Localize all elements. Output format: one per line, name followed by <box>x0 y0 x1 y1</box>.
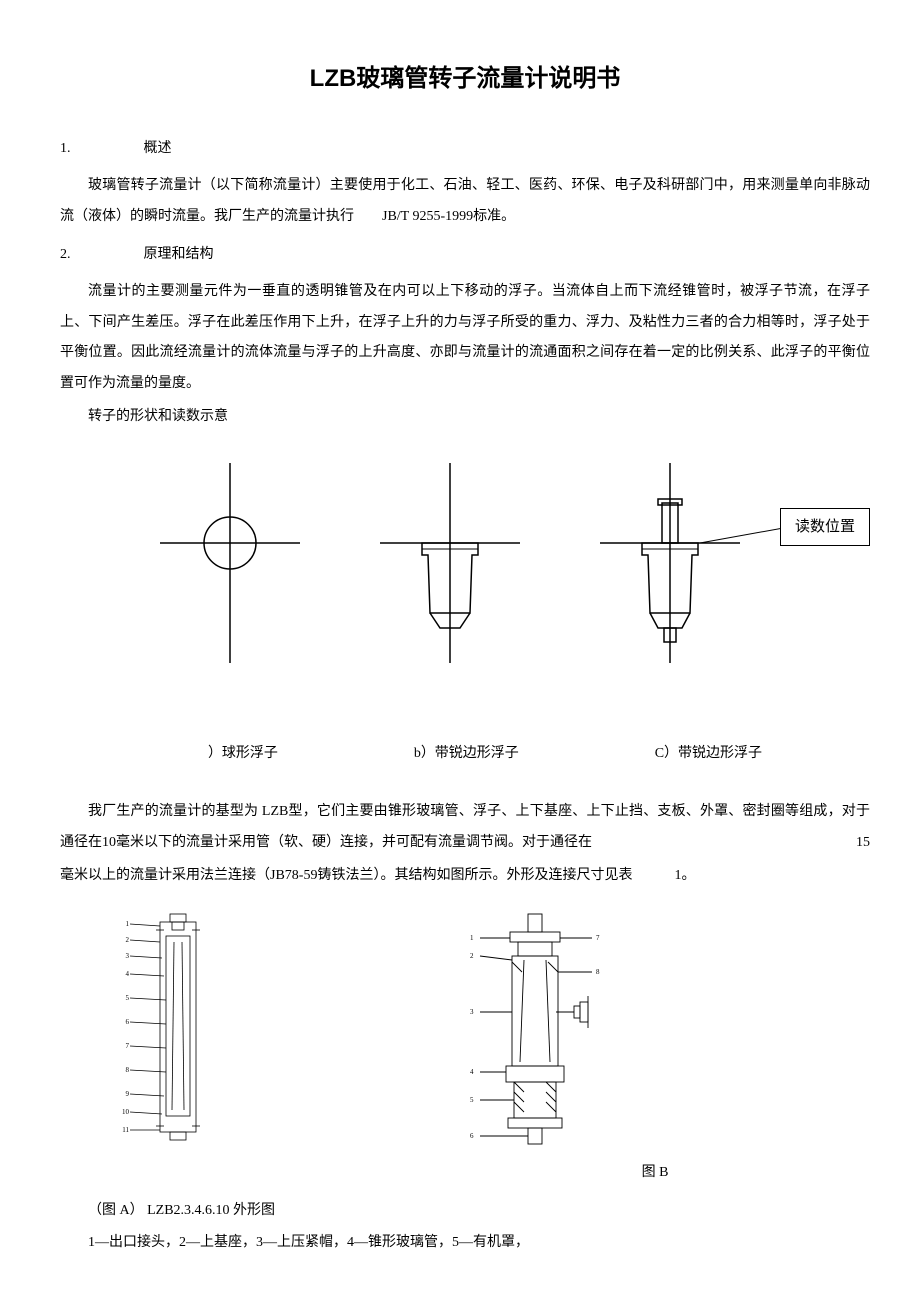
svg-text:4: 4 <box>470 1068 474 1076</box>
paragraph-4b: 毫米以上的流量计采用法兰连接（JB78-59铸铁法兰）。其结构如图所示。外形及连… <box>60 861 870 892</box>
svg-text:1: 1 <box>126 920 130 928</box>
section-1-head: 1. 概述 <box>60 138 870 160</box>
svg-text:2: 2 <box>470 952 474 960</box>
svg-text:10: 10 <box>122 1108 130 1116</box>
float-diagram-row: 读数位置 <box>60 463 870 723</box>
figure-a-label: （图 A） LZB2.3.4.6.10 外形图 <box>88 1200 870 1222</box>
section-1-num: 1. <box>60 138 140 160</box>
figure-b-label: 图 B <box>440 1162 870 1184</box>
svg-text:1: 1 <box>470 934 474 942</box>
figure-b-icon: 1 2 3 4 5 6 7 8 <box>450 912 620 1152</box>
float-b <box>380 463 520 663</box>
structure-drawings: 1 2 3 4 5 6 7 8 9 10 11 <box>120 912 870 1152</box>
svg-text:4: 4 <box>126 970 130 978</box>
reading-position-label: 读数位置 <box>780 508 870 546</box>
document-title: LZB玻璃管转子流量计说明书 <box>60 60 870 98</box>
svg-text:9: 9 <box>126 1090 130 1098</box>
sharp-float-c-icon <box>600 463 740 663</box>
paragraph-1: 玻璃管转子流量计（以下简称流量计）主要使用于化工、石油、轻工、医药、环保、电子及… <box>60 171 870 233</box>
svg-text:7: 7 <box>596 934 600 942</box>
float-a <box>160 463 300 663</box>
svg-text:7: 7 <box>126 1042 130 1050</box>
paragraph-4a-trail: 15 <box>828 828 870 859</box>
paragraph-2: 流量计的主要测量元件为一垂直的透明锥管及在内可以上下移动的浮子。当流体自上而下流… <box>60 277 870 400</box>
svg-text:8: 8 <box>596 968 600 976</box>
float-c <box>600 463 740 663</box>
svg-text:11: 11 <box>122 1126 129 1134</box>
svg-text:5: 5 <box>126 994 130 1002</box>
parts-list: 1—出口接头，2—上基座，3—上压紧帽，4—锥形玻璃管，5—有机罩， <box>88 1232 870 1254</box>
caption-a: ）球形浮子 <box>208 743 278 765</box>
caption-c: C）带锐边形浮子 <box>655 743 762 765</box>
section-2-num: 2. <box>60 244 140 266</box>
section-2-head: 2. 原理和结构 <box>60 244 870 266</box>
svg-text:5: 5 <box>470 1096 474 1104</box>
figure-a-icon: 1 2 3 4 5 6 7 8 9 10 11 <box>120 912 230 1142</box>
section-1-label: 概述 <box>144 138 172 160</box>
svg-text:6: 6 <box>126 1018 130 1026</box>
paragraph-3: 转子的形状和读数示意 <box>60 402 870 433</box>
svg-text:2: 2 <box>126 936 130 944</box>
svg-text:6: 6 <box>470 1132 474 1140</box>
svg-text:3: 3 <box>126 952 130 960</box>
svg-text:3: 3 <box>470 1008 474 1016</box>
ball-float-icon <box>160 463 300 663</box>
section-2-label: 原理和结构 <box>144 244 214 266</box>
paragraph-4a: 我厂生产的流量计的基型为 LZB型，它们主要由锥形玻璃管、浮子、上下基座、上下止… <box>60 797 870 859</box>
float-captions: ）球形浮子 b）带锐边形浮子 C）带锐边形浮子 <box>60 743 870 765</box>
caption-b: b）带锐边形浮子 <box>414 743 519 765</box>
paragraph-4a-text: 我厂生产的流量计的基型为 LZB型，它们主要由锥形玻璃管、浮子、上下基座、上下止… <box>60 804 870 850</box>
sharp-float-icon <box>380 463 520 663</box>
svg-text:8: 8 <box>126 1066 130 1074</box>
